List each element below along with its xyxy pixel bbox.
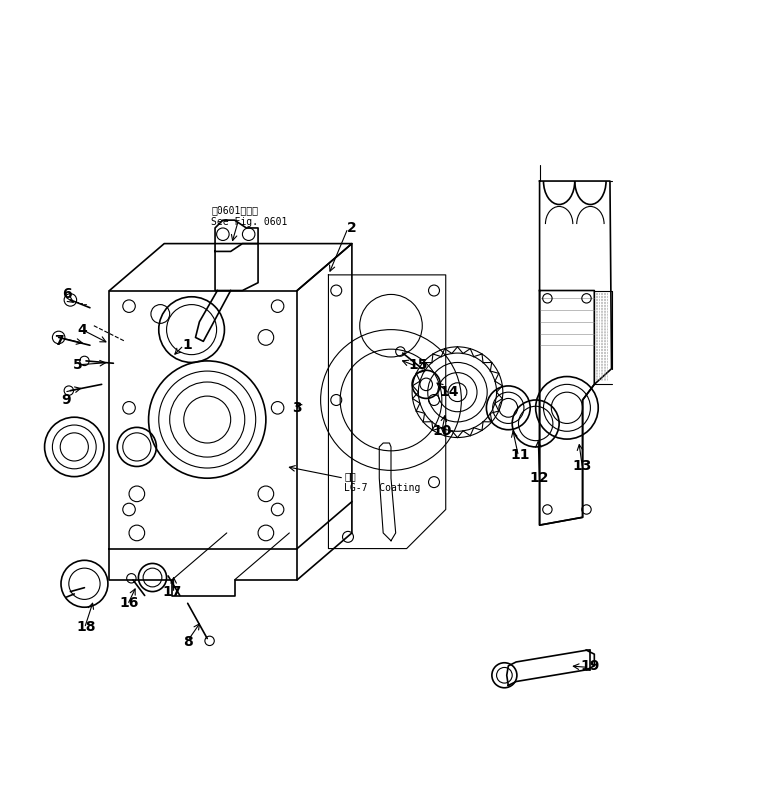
Text: 17: 17 bbox=[163, 585, 181, 598]
Text: 12: 12 bbox=[530, 471, 549, 485]
Text: 3: 3 bbox=[292, 401, 302, 415]
Text: 11: 11 bbox=[511, 448, 529, 462]
Text: 9: 9 bbox=[62, 393, 71, 407]
Text: 18: 18 bbox=[77, 620, 95, 634]
Text: 第0601図参照
See Fig. 0601: 第0601図参照 See Fig. 0601 bbox=[211, 206, 288, 227]
Text: 2: 2 bbox=[347, 221, 357, 235]
Text: 16: 16 bbox=[120, 596, 138, 610]
Text: 15: 15 bbox=[409, 358, 428, 372]
Text: 6: 6 bbox=[62, 287, 71, 302]
Text: 1: 1 bbox=[183, 338, 192, 352]
Text: 13: 13 bbox=[573, 459, 592, 474]
Text: 8: 8 bbox=[183, 635, 192, 650]
Text: 10: 10 bbox=[432, 424, 451, 438]
Text: 4: 4 bbox=[77, 322, 87, 337]
Text: 19: 19 bbox=[581, 659, 600, 673]
Text: 塗布
LG-7  Coating: 塗布 LG-7 Coating bbox=[344, 471, 421, 493]
Text: 5: 5 bbox=[74, 358, 83, 372]
Text: 7: 7 bbox=[54, 334, 63, 348]
Text: 14: 14 bbox=[440, 385, 459, 399]
